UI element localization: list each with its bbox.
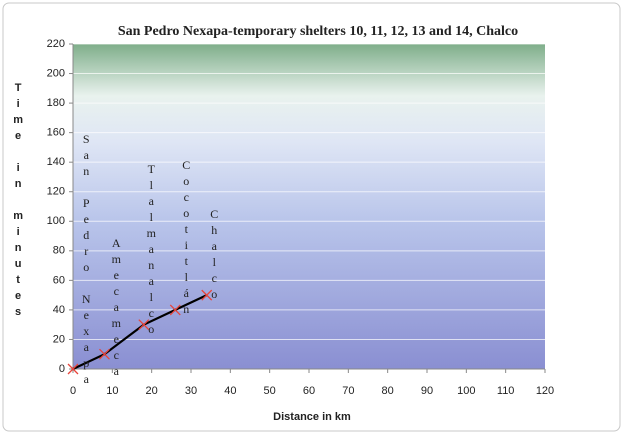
x-tick-label: 110 xyxy=(497,385,515,397)
y-tick-label: 160 xyxy=(47,127,65,139)
data-point xyxy=(99,348,110,360)
y-tick-label: 200 xyxy=(47,67,65,79)
y-axis-title: Time in minutes xyxy=(12,82,24,322)
chart-title: San Pedro Nexapa-temporary shelters 10, … xyxy=(118,24,518,39)
x-tick-label: 20 xyxy=(146,385,158,397)
point-label: Tlalmanalco xyxy=(144,162,158,338)
y-tick-label: 20 xyxy=(53,333,65,345)
data-point xyxy=(201,289,213,301)
x-tick-label: 60 xyxy=(303,385,315,397)
x-tick-label: 10 xyxy=(106,385,118,397)
x-axis-title: Distance in km xyxy=(273,411,351,423)
point-label: Cocotitlán xyxy=(179,158,193,318)
x-tick-label: 0 xyxy=(70,385,76,397)
point-label: Amecameca xyxy=(109,236,123,380)
y-tick-label: 0 xyxy=(59,363,65,375)
data-point xyxy=(67,363,79,375)
y-tick-label: 80 xyxy=(53,245,65,257)
x-tick-label: 100 xyxy=(457,385,475,397)
y-tick-label: 140 xyxy=(47,156,65,168)
x-tick-label: 80 xyxy=(382,385,394,397)
x-tick-label: 70 xyxy=(342,385,354,397)
data-point xyxy=(138,319,150,331)
x-tick-label: 40 xyxy=(224,385,236,397)
plot-area xyxy=(73,44,545,369)
point-label: Chalco xyxy=(207,207,221,303)
y-tick-label: 60 xyxy=(53,274,65,286)
x-tick-label: 90 xyxy=(421,385,433,397)
y-tick-label: 120 xyxy=(47,186,65,198)
y-tick-label: 40 xyxy=(53,304,65,316)
point-label: San Pedro Nexapa xyxy=(79,132,93,388)
y-tick-label: 220 xyxy=(47,38,65,50)
y-tick-label: 180 xyxy=(47,97,65,109)
y-tick-label: 100 xyxy=(47,215,65,227)
x-tick-label: 120 xyxy=(536,385,554,397)
x-tick-label: 50 xyxy=(264,385,276,397)
x-tick-label: 30 xyxy=(185,385,197,397)
data-point xyxy=(169,304,181,316)
